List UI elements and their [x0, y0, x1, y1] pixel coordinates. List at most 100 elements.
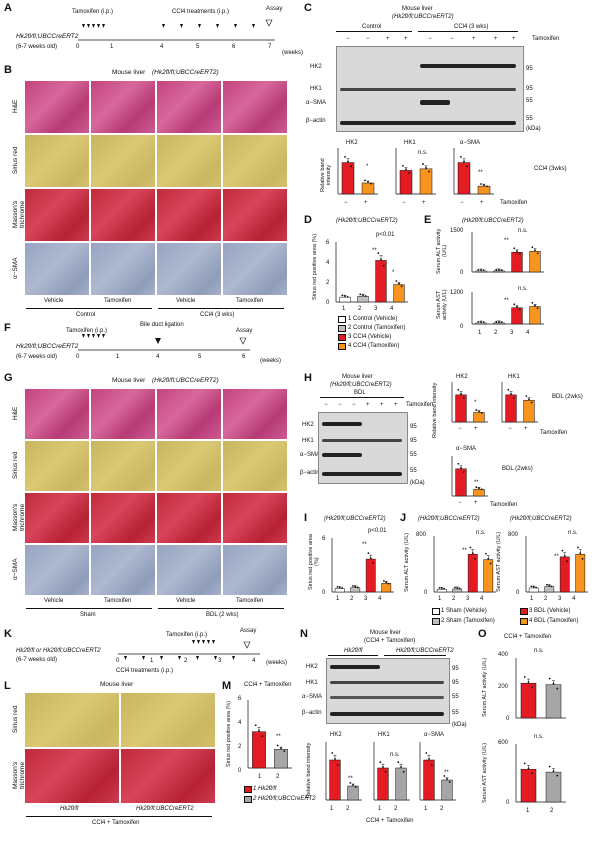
chart-o-ast-bars	[515, 744, 566, 803]
data-point	[566, 560, 568, 563]
y-axis-label: Sirius red positive area (%)	[312, 233, 318, 301]
timeline-f-tamoxifen: Tamoxifen (i.p.)	[66, 328, 108, 334]
x-tick: 1	[478, 330, 482, 336]
data-point	[462, 471, 465, 473]
bar	[511, 307, 523, 325]
panel-label-b: B	[4, 64, 12, 76]
data-point	[512, 397, 515, 399]
group-line	[26, 608, 152, 609]
legend-item: 2 Hk2fl/fl;UBCCreERT2	[253, 796, 316, 802]
lane-sign: −	[428, 36, 432, 42]
y-tick: 0	[506, 716, 510, 722]
kda-marker: 55	[452, 710, 459, 716]
blot-band	[330, 681, 444, 684]
y-tick: 800	[416, 532, 427, 538]
x-tick: 3	[466, 596, 470, 602]
data-point	[280, 747, 282, 750]
x-sign: −	[460, 200, 464, 206]
timeline-f-weeks: (weeks)	[260, 358, 282, 364]
timeline-f-age: (6-7 weeks old)	[16, 354, 58, 360]
bar	[455, 394, 467, 423]
legend-swatch	[338, 316, 346, 323]
tamoxifen-axis-label: Tamoxifen	[490, 502, 518, 508]
x-tick: 1	[258, 774, 262, 780]
data-point	[556, 687, 559, 690]
data-point	[518, 253, 521, 256]
panel-n-group: Hk2fl/fl;UBCCreERT2	[396, 648, 454, 654]
panel-m-title: CCl4 + Tamoxifen	[244, 682, 292, 688]
tick-f: 6	[242, 354, 246, 360]
bar	[377, 767, 389, 801]
data-point	[525, 395, 528, 397]
micrograph	[156, 440, 222, 492]
timeline-k-tamoxifen: Tamoxifen (i.p.)	[166, 632, 208, 638]
x-tick: 3	[510, 330, 514, 336]
row-label-sirius: Sirius red	[12, 451, 19, 479]
group-label: BDL (2 wks)	[206, 612, 239, 618]
bar	[252, 731, 266, 769]
legend-item: 1 Hk2fl/fl	[253, 786, 277, 792]
data-point	[500, 269, 503, 271]
x-tick: 1	[330, 806, 334, 812]
bar-title: HK2	[330, 732, 342, 738]
sig-mark: **	[474, 480, 479, 486]
x-tick: 1	[530, 596, 534, 602]
lane-sign: +	[380, 402, 384, 408]
bar	[395, 767, 407, 801]
sig-mark: **	[444, 770, 449, 776]
x-tick: 2	[550, 808, 554, 814]
micrograph	[24, 544, 90, 596]
bar	[529, 250, 541, 273]
y-tick: 400	[498, 652, 509, 658]
y-tick: 800	[508, 532, 519, 538]
blot-band	[330, 712, 444, 716]
panel-g-title-geno: (Hk2fl/fl;UBCCreERT2)	[152, 377, 219, 384]
timeline-k-ccl4: CCl4 treatments (i.p.)	[116, 668, 174, 674]
panel-label-m: M	[222, 680, 232, 692]
data-point	[478, 487, 480, 490]
data-point	[369, 557, 372, 559]
data-point	[485, 552, 487, 555]
bar	[529, 306, 541, 325]
col-label: Tamoxifen	[236, 598, 264, 604]
bar	[477, 185, 491, 195]
legend-item: 4 CCl4 (Tamoxifen)	[348, 343, 400, 349]
bar	[473, 412, 485, 423]
x-sign: −	[402, 200, 406, 206]
data-point	[350, 165, 352, 168]
micrograph	[24, 748, 120, 804]
blot-band	[322, 422, 362, 426]
micrograph	[90, 440, 156, 492]
data-point	[534, 304, 536, 307]
timeline-a-age: (6-7 weeks old)	[16, 44, 58, 50]
chart-e-alt-bars	[471, 232, 544, 273]
lane-sign: +	[394, 402, 398, 408]
data-point	[482, 269, 485, 272]
data-point	[400, 285, 403, 288]
x-tick: 1	[342, 306, 346, 312]
chart-o-alt-bars	[515, 658, 566, 719]
micrograph	[156, 188, 222, 242]
blot-band	[420, 100, 450, 105]
y-tick: 1500	[450, 228, 464, 234]
bar	[467, 553, 478, 593]
bar	[339, 296, 351, 303]
kda-marker: 95	[410, 438, 417, 444]
blot-band	[322, 472, 402, 476]
y-tick: 0	[322, 590, 326, 596]
data-point	[552, 770, 555, 773]
x-sign: +	[364, 200, 368, 206]
sig-mark: p<0.01	[368, 528, 387, 534]
data-point	[457, 462, 460, 465]
blot-label: HK1	[310, 86, 322, 92]
bar	[423, 759, 435, 801]
micrograph	[222, 188, 288, 242]
data-point	[556, 774, 559, 777]
panel-n-title: Mouse liver	[370, 630, 401, 636]
timeline-a-weeks: (weeks)	[282, 50, 304, 56]
panel-d-geno: (Hk2fl/fl;UBCCreERT2)	[336, 218, 398, 224]
panel-l-title: Mouse liver	[100, 681, 134, 688]
data-point	[387, 582, 390, 585]
bar	[520, 682, 537, 719]
lane-sign: −	[352, 402, 356, 408]
